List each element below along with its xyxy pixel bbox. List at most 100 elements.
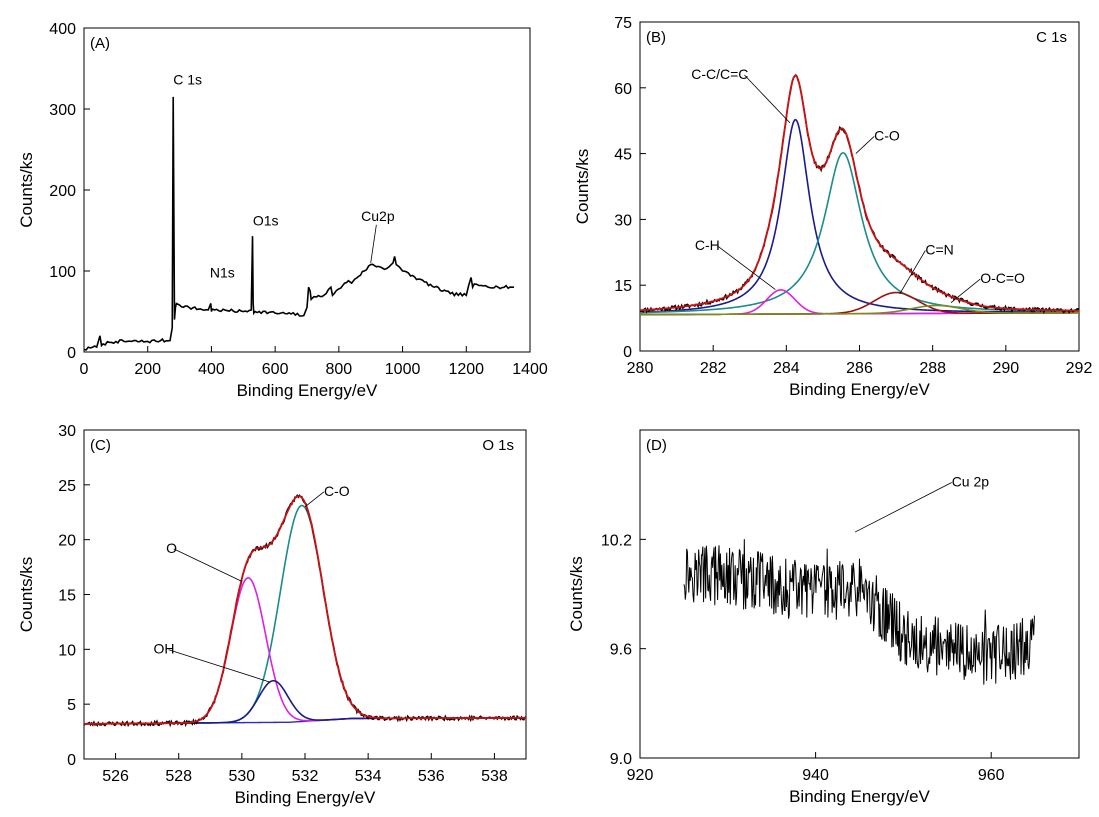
annotation-pointer-line <box>304 491 325 508</box>
y-tick-label: 30 <box>614 212 632 229</box>
panel-d-cu2p-spectrum: 920 940 960 9.0 9.6 10.2 Binding Energy/eV Coun… <box>567 429 1080 806</box>
x-tick-label: 284 <box>773 360 800 377</box>
x-tick-label: 200 <box>134 361 161 378</box>
y-axis-title: Counts/ks <box>17 152 36 228</box>
x-tick-label: 800 <box>326 361 353 378</box>
y-tick-label: 75 <box>614 15 632 32</box>
x-tick-label: 1200 <box>448 361 484 378</box>
y-tick-label: 0 <box>67 345 76 362</box>
peak-annotation: C=N <box>925 241 953 257</box>
x-tick-label: 292 <box>1066 360 1093 377</box>
x-tick-label: 532 <box>292 768 319 785</box>
annotation-pointer-line <box>168 649 271 683</box>
y-tick-label: 9.0 <box>610 751 632 768</box>
y-tick-label: 30 <box>58 423 76 440</box>
x-tick-label: 528 <box>165 768 192 785</box>
component-peak-o-c-o <box>640 304 1079 316</box>
y-tick-label: 60 <box>614 81 632 98</box>
component-peak-c-o <box>640 151 1079 314</box>
y-tick-label: 200 <box>49 183 76 200</box>
annotation-pointer-line <box>855 136 875 154</box>
y-tick-label: 20 <box>58 533 76 550</box>
survey-spectrum-line <box>84 96 515 351</box>
x-tick-label: 286 <box>846 360 873 377</box>
plot-area <box>683 539 1035 685</box>
y-axis-title: Counts/ks <box>573 149 592 225</box>
peak-annotation: Cu2p <box>361 208 395 224</box>
x-tick-label: 538 <box>481 768 508 785</box>
x-tick-label: 534 <box>355 768 382 785</box>
x-tick-label: 280 <box>627 360 654 377</box>
plot-frame <box>639 429 1080 759</box>
y-tick-label: 10 <box>58 642 76 659</box>
plot-area <box>84 494 526 728</box>
panel-label: (C) <box>90 437 111 454</box>
x-tick-label: 536 <box>418 768 445 785</box>
panel-label: (D) <box>646 437 667 454</box>
panel-a-survey-spectrum: 0 200 400 600 800 1000 1200 1400 0 100 200 300 400 Bi… <box>17 21 548 400</box>
peak-annotation: O <box>166 540 177 556</box>
peak-annotation: C-O <box>874 127 900 143</box>
raw-data-line <box>84 494 526 728</box>
envelope-fit-line <box>84 495 526 725</box>
y-axis-title: Counts/ks <box>17 557 36 633</box>
x-tick-label: 530 <box>229 768 256 785</box>
annotation-pointer-line <box>173 548 243 582</box>
component-peak-c-o <box>84 504 526 725</box>
y-tick-label: 0 <box>67 752 76 769</box>
annotation-pointer-line <box>854 482 952 533</box>
envelope-fit-line <box>640 74 1079 312</box>
component-peak-c-c-c-c <box>640 118 1079 313</box>
x-tick-label: 600 <box>262 361 289 378</box>
x-tick-label: 960 <box>978 767 1005 784</box>
x-axis-title: Binding Energy/eV <box>235 788 376 807</box>
annotation-pointer-line <box>899 250 926 295</box>
y-tick-label: 100 <box>49 264 76 281</box>
peak-annotation: Cu 2p <box>952 473 990 489</box>
x-tick-label: 940 <box>802 767 829 784</box>
x-axis-title: Binding Energy/eV <box>789 787 930 806</box>
x-tick-label: 290 <box>992 360 1019 377</box>
x-axis-title: Binding Energy/eV <box>237 381 378 400</box>
y-tick-label: 25 <box>58 478 76 495</box>
panel-b-c1s-spectrum: 280 282 284 286 288 290 292 0 15 30 45 60 75 Binding … <box>573 15 1092 399</box>
plot-area <box>84 96 515 351</box>
y-tick-label: 9.6 <box>610 642 632 659</box>
peak-annotation: C 1s <box>173 72 202 88</box>
x-tick-label: 282 <box>700 360 727 377</box>
y-tick-label: 15 <box>58 588 76 605</box>
x-tick-label: 526 <box>102 768 129 785</box>
y-tick-label: 10.2 <box>601 532 632 549</box>
x-tick-label: 920 <box>627 767 654 784</box>
y-tick-label: 400 <box>49 21 76 38</box>
peak-annotation: O1s <box>253 213 279 229</box>
y-axis-title: Counts/ks <box>567 556 586 632</box>
annotation-pointer-line <box>717 245 776 290</box>
peak-annotation: C-C/C=C <box>691 66 748 82</box>
x-axis-title: Binding Energy/eV <box>789 380 930 399</box>
x-tick-label: 1000 <box>385 361 421 378</box>
peak-annotation: OH <box>153 641 174 657</box>
panel-c-o1s-spectrum: 526 528 530 532 534 536 538 0 5 10 15 20 25 30 Binding… <box>17 423 527 807</box>
corner-label: O 1s <box>482 437 514 454</box>
x-tick-label: 1400 <box>512 361 548 378</box>
corner-label: C 1s <box>1036 29 1067 46</box>
y-tick-label: 45 <box>614 147 632 164</box>
plot-frame <box>83 429 527 760</box>
x-tick-label: 0 <box>80 361 89 378</box>
y-tick-label: 5 <box>67 697 76 714</box>
annotation-pointer-line <box>950 278 981 304</box>
y-tick-label: 0 <box>623 344 632 361</box>
plot-area <box>640 73 1079 316</box>
peak-annotation: C-O <box>324 483 350 499</box>
panel-label: (A) <box>90 35 110 52</box>
x-tick-label: 288 <box>919 360 946 377</box>
peak-annotation: N1s <box>210 264 235 280</box>
peak-annotation: O-C=O <box>980 270 1025 286</box>
y-tick-label: 15 <box>614 278 632 295</box>
peak-annotation: C-H <box>695 237 720 253</box>
cu2p-noise-line <box>683 539 1035 685</box>
annotation-pointer-line <box>370 224 377 263</box>
y-tick-label: 300 <box>49 102 76 119</box>
component-peak-o <box>84 577 526 725</box>
